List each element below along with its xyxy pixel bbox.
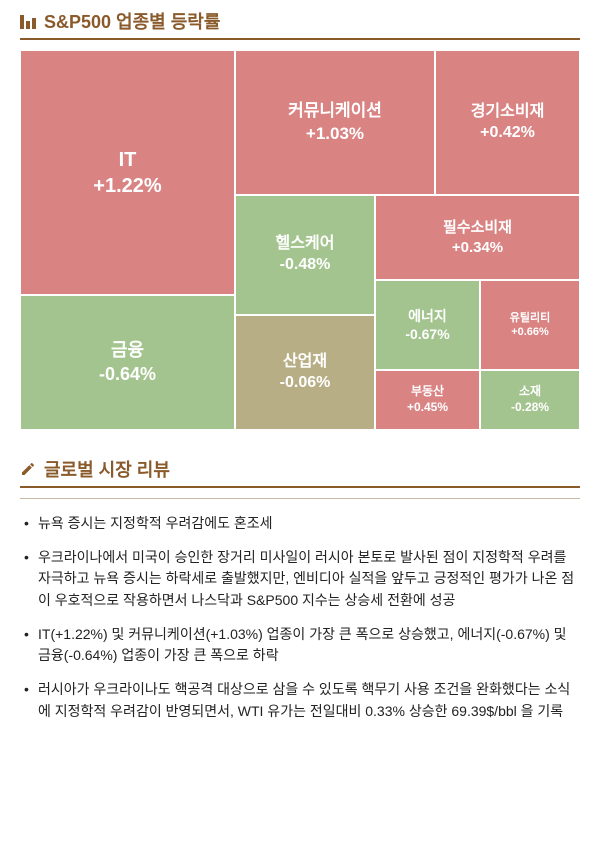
- treemap-cell: 필수소비재+0.34%: [375, 195, 580, 280]
- treemap-cell-name: 커뮤니케이션: [288, 100, 382, 122]
- treemap-cell-name: 산업재: [283, 352, 327, 373]
- divider: [20, 38, 580, 40]
- treemap-cell: 부동산+0.45%: [375, 370, 480, 430]
- treemap-cell-value: -0.06%: [280, 373, 331, 394]
- market-review: 뉴욕 증시는 지정학적 우려감에도 혼조세우크라이나에서 미국이 승인한 장거리…: [20, 509, 580, 723]
- treemap-title: S&P500 업종별 등락률: [44, 8, 220, 34]
- treemap-cell: 소재-0.28%: [480, 370, 580, 430]
- treemap-section-header: S&P500 업종별 등락률: [0, 0, 600, 38]
- bar-chart-icon: [20, 13, 36, 29]
- treemap-cell-name: 금융: [111, 339, 144, 362]
- treemap-cell-value: -0.28%: [511, 400, 549, 416]
- treemap-cell-name: 유틸리티: [510, 311, 550, 325]
- review-title: 글로벌 시장 리뷰: [44, 456, 170, 482]
- review-section-header: 글로벌 시장 리뷰: [0, 448, 600, 486]
- treemap-cell-name: 필수소비재: [443, 218, 512, 238]
- treemap-cell-value: +0.66%: [511, 325, 549, 339]
- review-bullet-list: 뉴욕 증시는 지정학적 우려감에도 혼조세우크라이나에서 미국이 승인한 장거리…: [20, 509, 580, 723]
- treemap-cell: 산업재-0.06%: [235, 315, 375, 430]
- treemap-cell-value: +1.22%: [93, 173, 161, 199]
- pencil-icon: [20, 461, 36, 477]
- sp500-sector-treemap: IT+1.22%금융-0.64%커뮤니케이션+1.03%경기소비재+0.42%헬…: [20, 50, 580, 430]
- divider-light: [20, 498, 580, 499]
- divider: [20, 486, 580, 488]
- treemap-cell-name: 부동산: [411, 384, 444, 400]
- treemap-cell: 유틸리티+0.66%: [480, 280, 580, 370]
- treemap-cell-name: 경기소비재: [471, 102, 545, 123]
- treemap-cell-name: 소재: [519, 384, 541, 400]
- treemap-cell-name: 헬스케어: [276, 234, 335, 255]
- treemap-cell: 헬스케어-0.48%: [235, 195, 375, 315]
- review-bullet: 뉴욕 증시는 지정학적 우려감에도 혼조세: [24, 513, 576, 535]
- treemap-cell-name: IT: [119, 147, 137, 173]
- treemap-cell-value: +0.34%: [452, 238, 503, 258]
- treemap-cell: IT+1.22%: [20, 50, 235, 295]
- treemap-cell-value: -0.48%: [280, 255, 331, 276]
- treemap-cell: 금융-0.64%: [20, 295, 235, 430]
- treemap-cell: 에너지-0.67%: [375, 280, 480, 370]
- treemap-cell-name: 에너지: [408, 307, 447, 325]
- review-bullet: 러시아가 우크라이나도 핵공격 대상으로 삼을 수 있도록 핵무기 사용 조건을…: [24, 679, 576, 722]
- treemap-cell-value: -0.67%: [405, 325, 449, 343]
- treemap-cell: 경기소비재+0.42%: [435, 50, 580, 195]
- treemap-cell-value: +0.45%: [407, 400, 448, 416]
- treemap-cell-value: -0.64%: [99, 363, 156, 386]
- review-bullet: 우크라이나에서 미국이 승인한 장거리 미사일이 러시아 본토로 발사된 점이 …: [24, 547, 576, 612]
- treemap-cell-value: +0.42%: [480, 123, 535, 144]
- treemap-cell: 커뮤니케이션+1.03%: [235, 50, 435, 195]
- review-bullet: IT(+1.22%) 및 커뮤니케이션(+1.03%) 업종이 가장 큰 폭으로…: [24, 624, 576, 667]
- treemap-cell-value: +1.03%: [306, 123, 364, 145]
